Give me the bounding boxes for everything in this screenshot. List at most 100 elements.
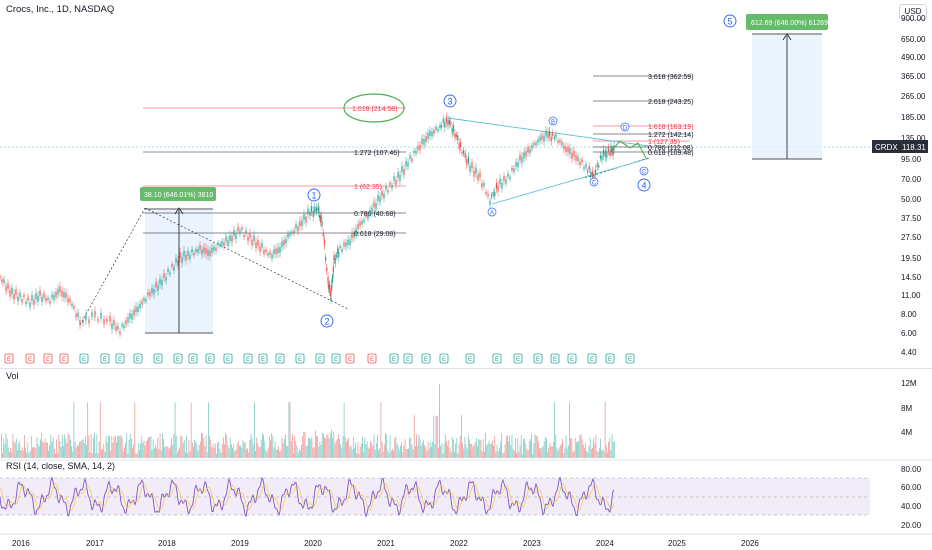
earnings-marker[interactable] (567, 353, 577, 364)
volume-bar (221, 443, 223, 458)
candle-body (17, 296, 19, 302)
volume-bar (350, 445, 352, 458)
volume-bar (574, 437, 576, 458)
volume-bar (542, 446, 544, 458)
earnings-marker[interactable] (173, 353, 183, 364)
candle-body (241, 227, 243, 231)
earnings-marker[interactable] (550, 353, 560, 364)
candle-body (457, 135, 459, 141)
candle-body (257, 239, 259, 246)
wave-c: C (592, 181, 597, 187)
wave-labels[interactable]: 1 2 3 4 5 A B C D C (307, 14, 737, 328)
candle-body (448, 119, 450, 125)
candle-body (197, 248, 199, 253)
earnings-marker[interactable] (625, 353, 635, 364)
candle-body (381, 190, 383, 197)
candle-body (577, 156, 579, 162)
earnings-marker[interactable] (115, 353, 125, 364)
candle-body (15, 289, 17, 295)
earnings-marker[interactable] (465, 353, 475, 364)
earnings-marker[interactable] (331, 353, 341, 364)
candle-body (9, 290, 11, 297)
earnings-marker[interactable] (513, 353, 523, 364)
earnings-marker[interactable] (133, 353, 143, 364)
volume-bar (12, 433, 14, 458)
earnings-marker[interactable] (295, 353, 305, 364)
current-ticker: CRDX (875, 143, 898, 152)
candle-body (444, 122, 446, 128)
volume-bar (458, 443, 460, 458)
earnings-marker[interactable] (100, 353, 110, 364)
price-tick: 265.00 (901, 92, 926, 101)
candle-body (373, 201, 375, 208)
pane-separator[interactable] (0, 368, 932, 369)
earnings-marker[interactable] (25, 353, 35, 364)
candle-body (51, 294, 53, 299)
earnings-marker[interactable] (43, 353, 53, 364)
earnings-marker[interactable] (205, 353, 215, 364)
earnings-marker[interactable] (258, 353, 268, 364)
earnings-marker[interactable] (345, 353, 355, 364)
price-axis[interactable]: 900.00 650.00 490.00 365.00 265.00 185.0… (901, 14, 926, 357)
earnings-marker[interactable] (605, 353, 615, 364)
volume-bar (549, 442, 551, 458)
volume-bar (527, 450, 529, 458)
earnings-marker[interactable] (223, 353, 233, 364)
earnings-marker[interactable] (315, 353, 325, 364)
earnings-marker[interactable] (421, 353, 431, 364)
candle-body (413, 150, 415, 154)
earnings-letter: E (246, 357, 250, 363)
earnings-marker[interactable] (439, 353, 449, 364)
volume-bar (358, 453, 360, 458)
earnings-marker[interactable] (188, 353, 198, 364)
candle-body (475, 167, 477, 174)
price-tick: 365.00 (901, 72, 926, 81)
earnings-marker[interactable] (79, 353, 89, 364)
earnings-marker[interactable] (533, 353, 543, 364)
earnings-marker[interactable] (275, 353, 285, 364)
fib-label: 2.618 (243.25) (648, 99, 694, 106)
earnings-marker[interactable] (587, 353, 597, 364)
earnings-marker[interactable] (243, 353, 253, 364)
volume-bar (340, 444, 342, 458)
earnings-marker[interactable] (389, 353, 399, 364)
volume-bar (204, 446, 206, 458)
candle-body (249, 232, 251, 238)
volume-bar (288, 402, 290, 458)
time-tick: 2017 (86, 539, 104, 548)
earnings-marker[interactable] (492, 353, 502, 364)
volume-bar (106, 441, 108, 458)
volume-bar (155, 444, 156, 458)
candle-body (253, 235, 255, 242)
candle-body (583, 166, 585, 170)
fib-top[interactable]: 3.618 (362.59) 2.618 (243.25) 1.618 (163… (593, 74, 694, 157)
earnings-marker[interactable] (367, 353, 377, 364)
earnings-marker[interactable] (4, 353, 14, 364)
candle-body (550, 136, 552, 142)
volume-bar (38, 446, 40, 458)
candle-body (125, 320, 127, 325)
candle-body (281, 241, 283, 248)
time-axis[interactable]: 2016 2017 2018 2019 2020 2021 2022 2023 … (12, 539, 759, 548)
candle-body (535, 142, 537, 146)
fib-main[interactable]: 1.618 (214.58) 1.272 (107.46) 1 (62.35) … (143, 93, 406, 238)
time-tick: 2023 (523, 539, 541, 548)
candle-body (427, 133, 429, 139)
candle-body (139, 303, 141, 309)
candle-body (450, 121, 452, 125)
earnings-marker[interactable] (403, 353, 413, 364)
earnings-letter: E (261, 357, 265, 363)
rsi-sma-line (0, 483, 615, 511)
earnings-marker[interactable] (59, 353, 69, 364)
earnings-letter: E (103, 357, 107, 363)
earnings-letter: E (608, 357, 612, 363)
current-price: 118.31 (902, 143, 926, 152)
candle-body (604, 150, 606, 157)
currency-button[interactable]: USD (899, 4, 927, 20)
earnings-marker[interactable] (153, 353, 163, 364)
volume-bar (209, 436, 210, 458)
candle-body (473, 170, 475, 177)
candle-body (369, 209, 371, 215)
